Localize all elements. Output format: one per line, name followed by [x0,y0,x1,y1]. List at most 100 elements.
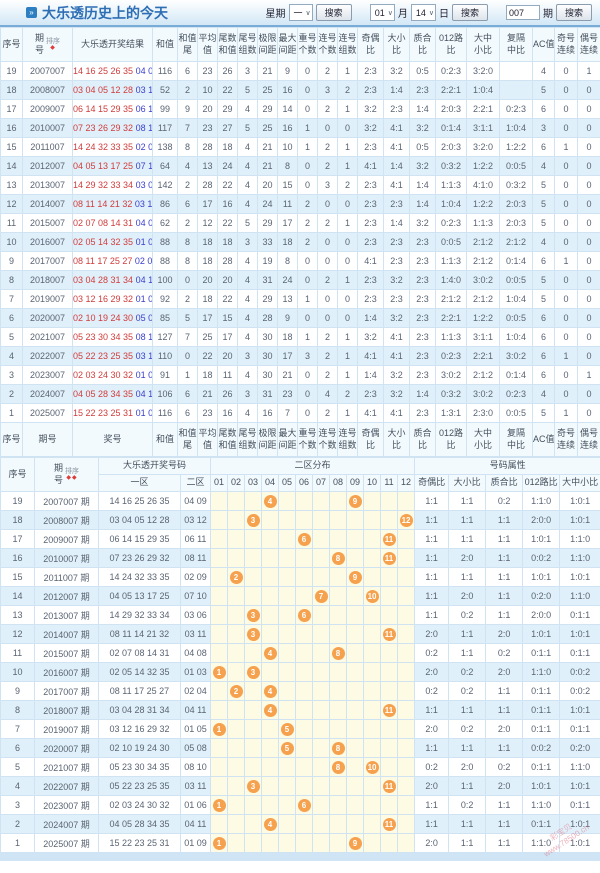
cell-zone2-numbers: 02 09 [179,567,212,587]
cell-value: 1 [337,99,358,119]
back-numbers: 01 03 [135,237,152,247]
cell-issue: 2012007 期 [34,586,99,606]
cell-value: 4 [237,251,258,271]
cell-value: 2:3:0 [466,403,500,423]
cell-attr-value: 1:1:0 [522,662,561,682]
cell-value: 0 [317,232,338,252]
cell-ball-slot: 6 [295,529,314,549]
date-search-button[interactable]: 搜索 [451,4,488,21]
cell-ball-slot [346,719,365,739]
cell-value: 1 [554,346,578,366]
cell-value: 0 [577,270,600,290]
cell-ball-slot [312,529,331,549]
cell-value: 2 [317,365,338,385]
month-select[interactable]: 01 ∨ [369,4,395,21]
cell-issue: 2025007 期 [34,833,99,853]
back-ball: 3 [246,513,260,527]
cell-ball-slot [312,624,331,644]
cell-ball-slot [210,776,229,796]
cell-draw-result: 08 11 14 21 32 03 11 [72,194,153,214]
cell-value: 4:1 [357,251,384,271]
cell-value: 64 [152,156,178,176]
cell-value: 5 [177,308,198,328]
chevron-down-icon: ∨ [387,9,393,17]
issue-search-button[interactable]: 搜索 [555,4,592,21]
issue-input[interactable] [505,5,540,20]
cell-ball-slot [278,795,297,815]
cell-ball-slot [380,643,399,663]
week-search-button[interactable]: 搜索 [315,4,352,21]
front-numbers: 14 29 32 33 34 [73,180,134,190]
cell-issue: 2021007 期 [34,757,99,777]
cell-value: 4:1 [357,346,384,366]
cell-value: 3:2 [357,99,384,119]
header-line2: 和值 [218,44,237,55]
cell-attr-value: 1:1 [448,738,487,758]
cell-value: 6 [532,137,555,157]
cell-seq: 7 [0,719,35,739]
week-select[interactable]: 一 ∨ [288,4,313,21]
back-ball: 5 [280,722,294,736]
cell-value: 3:2 [357,327,384,347]
cell-value: 1:1:3 [435,327,467,347]
cell-attr-value: 0:2 [414,757,450,777]
cell-value: 33 [257,232,278,252]
cell-value: 28 [197,175,218,195]
column-header-attr: 012路比 [522,474,561,492]
cell-value: 13 [277,289,298,309]
cell-ball-slot [312,567,331,587]
cell-issue: 2013007 [22,175,73,195]
cell-attr-value: 1:1 [485,738,524,758]
cell-attr-value: 1:1 [485,700,524,720]
cell-ball-slot [244,700,263,720]
sort-control[interactable]: 排序 ◆ [46,38,60,51]
cell-seq: 5 [0,757,35,777]
cell-value: 23 [197,403,218,423]
cell-value: 18 [197,289,218,309]
cell-zone1-numbers: 02 03 24 30 32 [98,795,181,815]
cell-value: 20 [197,270,218,290]
cell-ball-slot [278,757,297,777]
cell-value: 2:3 [383,289,410,309]
cell-attr-value: 1:1 [414,567,450,587]
column-header-issue-sortable[interactable]: 期号排序 ◆◆ [34,457,99,492]
cell-value: 0:1:4 [499,251,533,271]
cell-attr-value: 1:1 [485,510,524,530]
cell-attr-value: 0:2 [485,643,524,663]
cell-attr-value: 1:1 [485,605,524,625]
column-header: 大乐透开奖结果 [72,27,153,62]
column-header: 奇偶比 [357,422,384,457]
column-header-attr: 大中小比 [559,474,600,492]
cell-value: 1 [297,137,318,157]
cell-value: 22 [217,175,238,195]
cell-value: 17 [277,346,298,366]
back-numbers: 01 06 [135,370,152,380]
sort-control[interactable]: 排序 ◆◆ [65,468,79,481]
cell-ball-slot: 2 [227,681,246,701]
table2-header-row-1: 序号期号排序 ◆◆ 大乐透开奖号码 二区分布 号码属性 [0,457,600,492]
cell-ball-slot: 7 [312,586,331,606]
header-line2: 个数 [298,439,317,450]
cell-issue: 2020007 期 [34,738,99,758]
column-header-attr: 奇偶比 [414,474,450,492]
back-ball: 4 [263,817,277,831]
cell-value: 0 [297,156,318,176]
column-header: 连号 个数 [317,422,338,457]
cell-ball-slot [244,548,263,568]
cell-zone1-numbers: 14 29 32 33 34 [98,605,181,625]
cell-value: 2:3 [357,80,384,100]
cell-zone1-numbers: 05 22 23 25 35 [98,776,181,796]
cell-value: 8 [277,251,298,271]
cell-value: 0:0:5 [499,308,533,328]
column-header: 复隔 中比 [499,422,533,457]
cell-attr-value: 1:1 [485,681,524,701]
cell-ball-slot [312,700,331,720]
column-header-issue-sortable[interactable]: 期号排序 ◆ [22,27,73,62]
day-select[interactable]: 14 ∨ [410,4,436,21]
table-row: 10 2016007 期 02 05 14 32 35 01 03 1 3 2:0 0:2 2:… [0,662,600,682]
cell-value: 2:3 [383,232,410,252]
cell-ball-slot [244,833,263,853]
cell-ball-slot [244,738,263,758]
cell-value: 3:1:1 [466,118,500,138]
